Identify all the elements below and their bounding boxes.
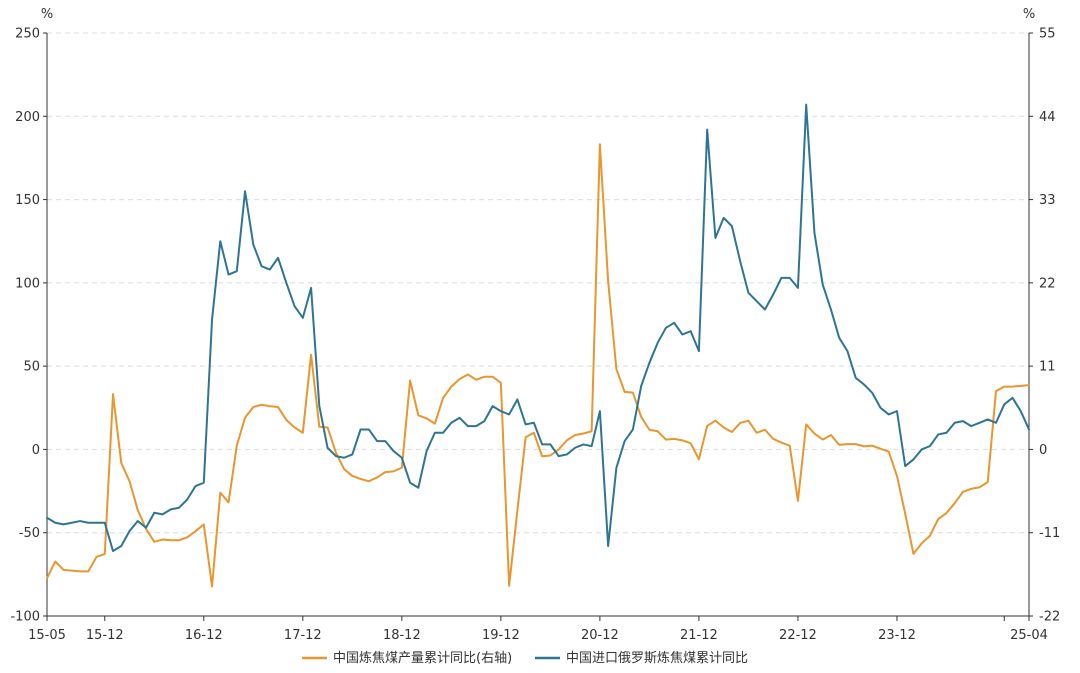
legend: 中国炼焦煤产量累计同比(右轴) 中国进口俄罗斯炼焦煤累计同比 xyxy=(302,651,748,666)
right-axis-tick-label: 55 xyxy=(1039,27,1056,42)
left-axis-tick-label: -50 xyxy=(19,526,40,541)
left-axis-tick-label: -100 xyxy=(10,610,40,625)
right-axis-tick-label: 11 xyxy=(1039,360,1056,375)
x-axis-tick-label: 21-12 xyxy=(680,628,718,643)
x-axis-tick-label: 15-12 xyxy=(86,628,124,643)
left-axis-tick-label: 50 xyxy=(23,360,40,375)
right-axis-unit: % xyxy=(1023,7,1035,22)
axes: 250 200 150 100 50 0 -50 -100 55 44 33 22 11 0 -11 -22%… xyxy=(10,7,1060,643)
series-line-2 xyxy=(46,103,1030,553)
series-line-1 xyxy=(46,143,1030,588)
right-axis-tick-label: 22 xyxy=(1039,276,1056,291)
left-axis-tick-label: 0 xyxy=(32,443,40,458)
left-axis-tick-label: 150 xyxy=(15,193,40,208)
x-axis-tick-label: 16-12 xyxy=(185,628,223,643)
series-lines xyxy=(46,103,1030,588)
x-axis-tick-label: 15-05 xyxy=(28,628,66,643)
grid-lines xyxy=(47,32,1029,534)
right-axis-tick-label: 44 xyxy=(1039,110,1056,125)
x-axis-tick-label: 20-12 xyxy=(581,628,619,643)
left-axis-tick-label: 250 xyxy=(15,27,40,42)
right-axis-tick-label: 33 xyxy=(1039,193,1056,208)
left-axis-tick-label: 100 xyxy=(15,276,40,291)
right-axis-tick-label: -22 xyxy=(1039,610,1060,625)
x-axis-tick-label: 19-12 xyxy=(482,628,520,643)
x-axis-tick-label: 25-04 xyxy=(1010,628,1048,643)
left-axis-unit: % xyxy=(41,7,53,22)
legend-label-2: 中国进口俄罗斯炼焦煤累计同比 xyxy=(566,651,748,666)
right-axis-tick-label: 0 xyxy=(1039,443,1047,458)
x-axis-tick-label: 17-12 xyxy=(284,628,322,643)
legend-label-1: 中国炼焦煤产量累计同比(右轴) xyxy=(333,651,512,666)
left-axis-tick-label: 200 xyxy=(15,110,40,125)
x-axis-tick-label: 18-12 xyxy=(383,628,421,643)
x-axis-tick-label: 22-12 xyxy=(779,628,817,643)
x-axis-tick-label: 23-12 xyxy=(878,628,916,643)
right-axis-tick-label: -11 xyxy=(1039,526,1060,541)
